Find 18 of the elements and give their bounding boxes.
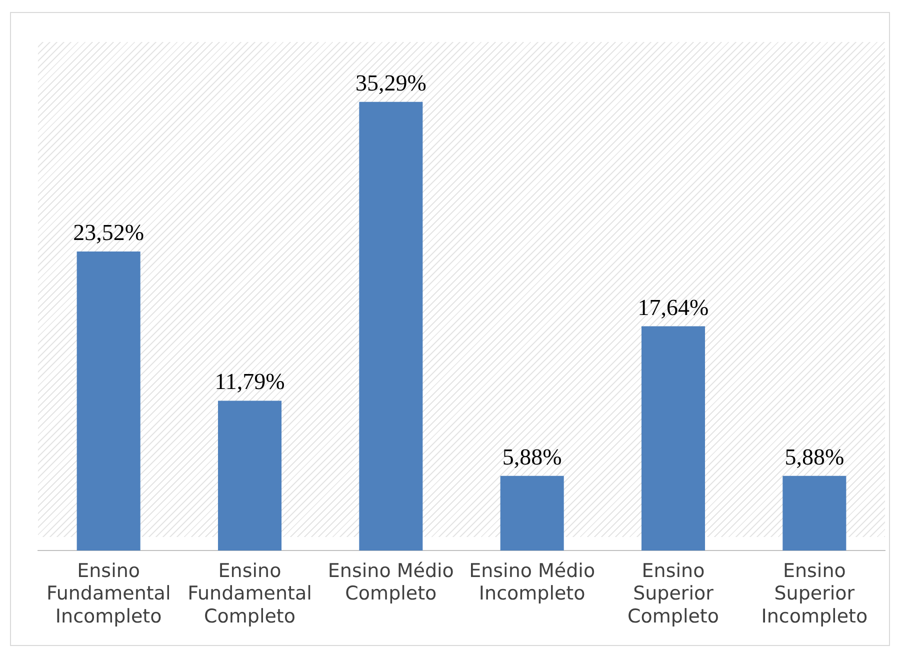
- bar: [218, 400, 282, 551]
- x-tick-label: Ensino Fundamental Incompleto: [46, 560, 171, 628]
- x-tick-label: Ensino Superior Completo: [627, 560, 720, 628]
- bar: [76, 252, 140, 551]
- x-tick-label: Ensino Médio Incompleto: [469, 560, 596, 605]
- bar: [500, 476, 564, 551]
- x-tick-label: Ensino Médio Completo: [328, 560, 454, 605]
- data-label: 5,88%: [502, 444, 562, 470]
- x-tick-label: Ensino Superior Incompleto: [761, 560, 868, 628]
- data-label: 23,52%: [73, 220, 144, 246]
- bar: [641, 326, 706, 551]
- data-label: 5,88%: [784, 444, 844, 470]
- data-label: 11,79%: [214, 369, 285, 394]
- bar: [359, 102, 423, 551]
- data-label: 35,29%: [355, 70, 426, 96]
- data-label: 17,64%: [638, 294, 709, 320]
- x-tick-label: Ensino Fundamental Completo: [188, 560, 312, 628]
- bar: [782, 476, 846, 551]
